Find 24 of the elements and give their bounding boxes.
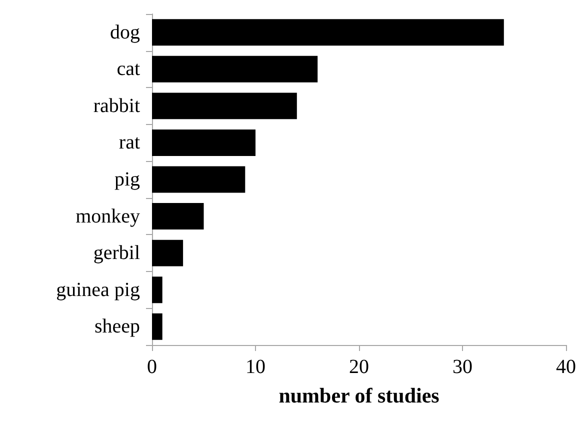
y-tick-label: dog bbox=[110, 21, 140, 44]
x-tick-label: 20 bbox=[349, 356, 369, 378]
bar bbox=[152, 92, 297, 120]
y-tick-label: guinea pig bbox=[56, 278, 140, 301]
x-tick-label: 30 bbox=[452, 356, 472, 378]
x-axis-title: number of studies bbox=[278, 384, 440, 408]
y-tick-label: gerbil bbox=[93, 242, 140, 264]
x-tick-label: 40 bbox=[556, 356, 576, 378]
y-tick-label: rat bbox=[118, 132, 140, 154]
y-tick-label: pig bbox=[114, 168, 140, 190]
y-tick-label: sheep bbox=[94, 316, 140, 338]
x-tick-label: 0 bbox=[147, 356, 157, 378]
y-tick-label: monkey bbox=[76, 205, 140, 228]
bar bbox=[152, 313, 162, 340]
bar bbox=[152, 240, 184, 266]
x-tick-label: 10 bbox=[246, 356, 266, 378]
bar bbox=[152, 129, 256, 156]
y-tick-label: cat bbox=[116, 58, 140, 80]
bar bbox=[152, 276, 162, 304]
bar bbox=[152, 19, 504, 46]
bar bbox=[152, 166, 246, 193]
bar bbox=[152, 56, 318, 82]
bar bbox=[152, 203, 204, 230]
y-tick-label: rabbit bbox=[93, 94, 140, 117]
